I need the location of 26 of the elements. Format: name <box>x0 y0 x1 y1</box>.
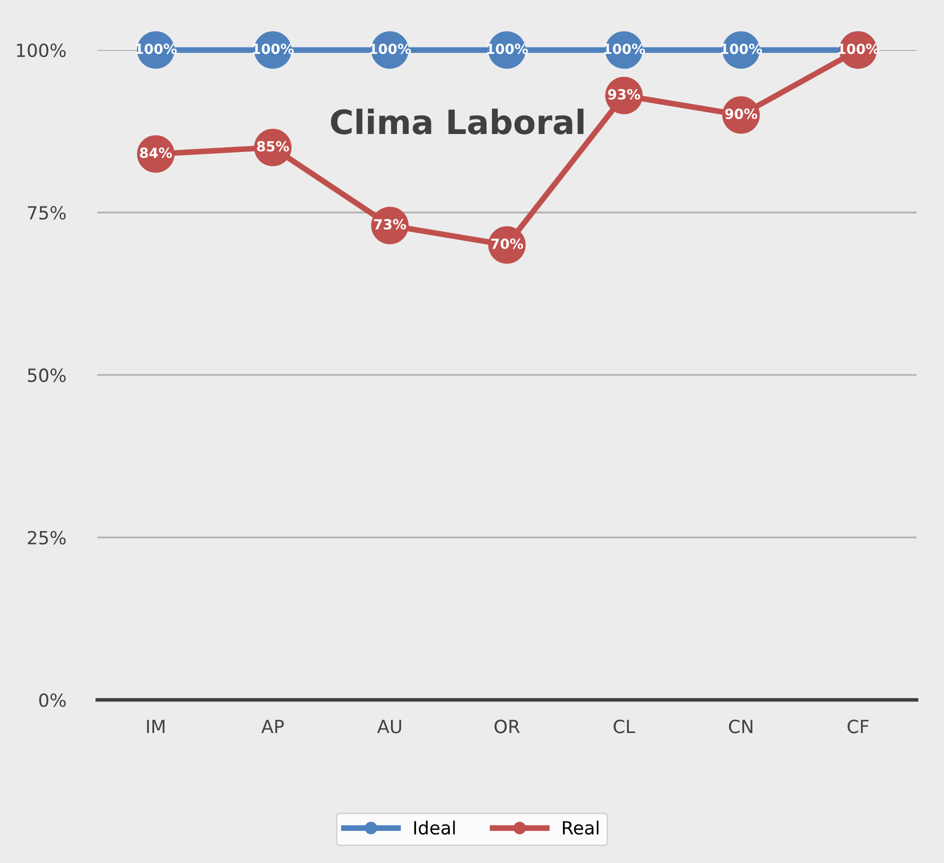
y-tick-label: 0% <box>39 693 66 708</box>
x-tick-label: AU <box>377 720 402 734</box>
data-label: 93% <box>608 89 640 100</box>
y-tick-label: 25% <box>28 530 66 545</box>
data-label: 100% <box>252 44 294 54</box>
data-label: 100% <box>487 44 528 54</box>
data-label: 73% <box>374 219 406 230</box>
data-label: 100% <box>370 44 411 54</box>
x-tick-label: CN <box>728 720 752 734</box>
legend-label: Real <box>562 820 598 835</box>
y-tick-label: 50% <box>28 368 66 382</box>
data-label: 70% <box>491 238 524 250</box>
x-tick-label: CF <box>848 720 869 734</box>
x-tick-label: IM <box>147 720 164 734</box>
data-label: 100% <box>604 44 645 54</box>
x-tick-label: CL <box>614 720 636 734</box>
legend-label: Ideal <box>414 820 455 835</box>
y-tick-label: 75% <box>28 206 66 220</box>
x-tick-label: OR <box>494 720 520 734</box>
y-tick-label: 100% <box>17 44 66 58</box>
text: Clima Laboral <box>330 108 584 134</box>
data-label: 84% <box>140 148 172 158</box>
data-label: 100% <box>721 44 762 54</box>
data-label: 85% <box>257 141 289 152</box>
data-label: 90% <box>725 108 758 120</box>
x-tick-label: AP <box>261 720 284 734</box>
